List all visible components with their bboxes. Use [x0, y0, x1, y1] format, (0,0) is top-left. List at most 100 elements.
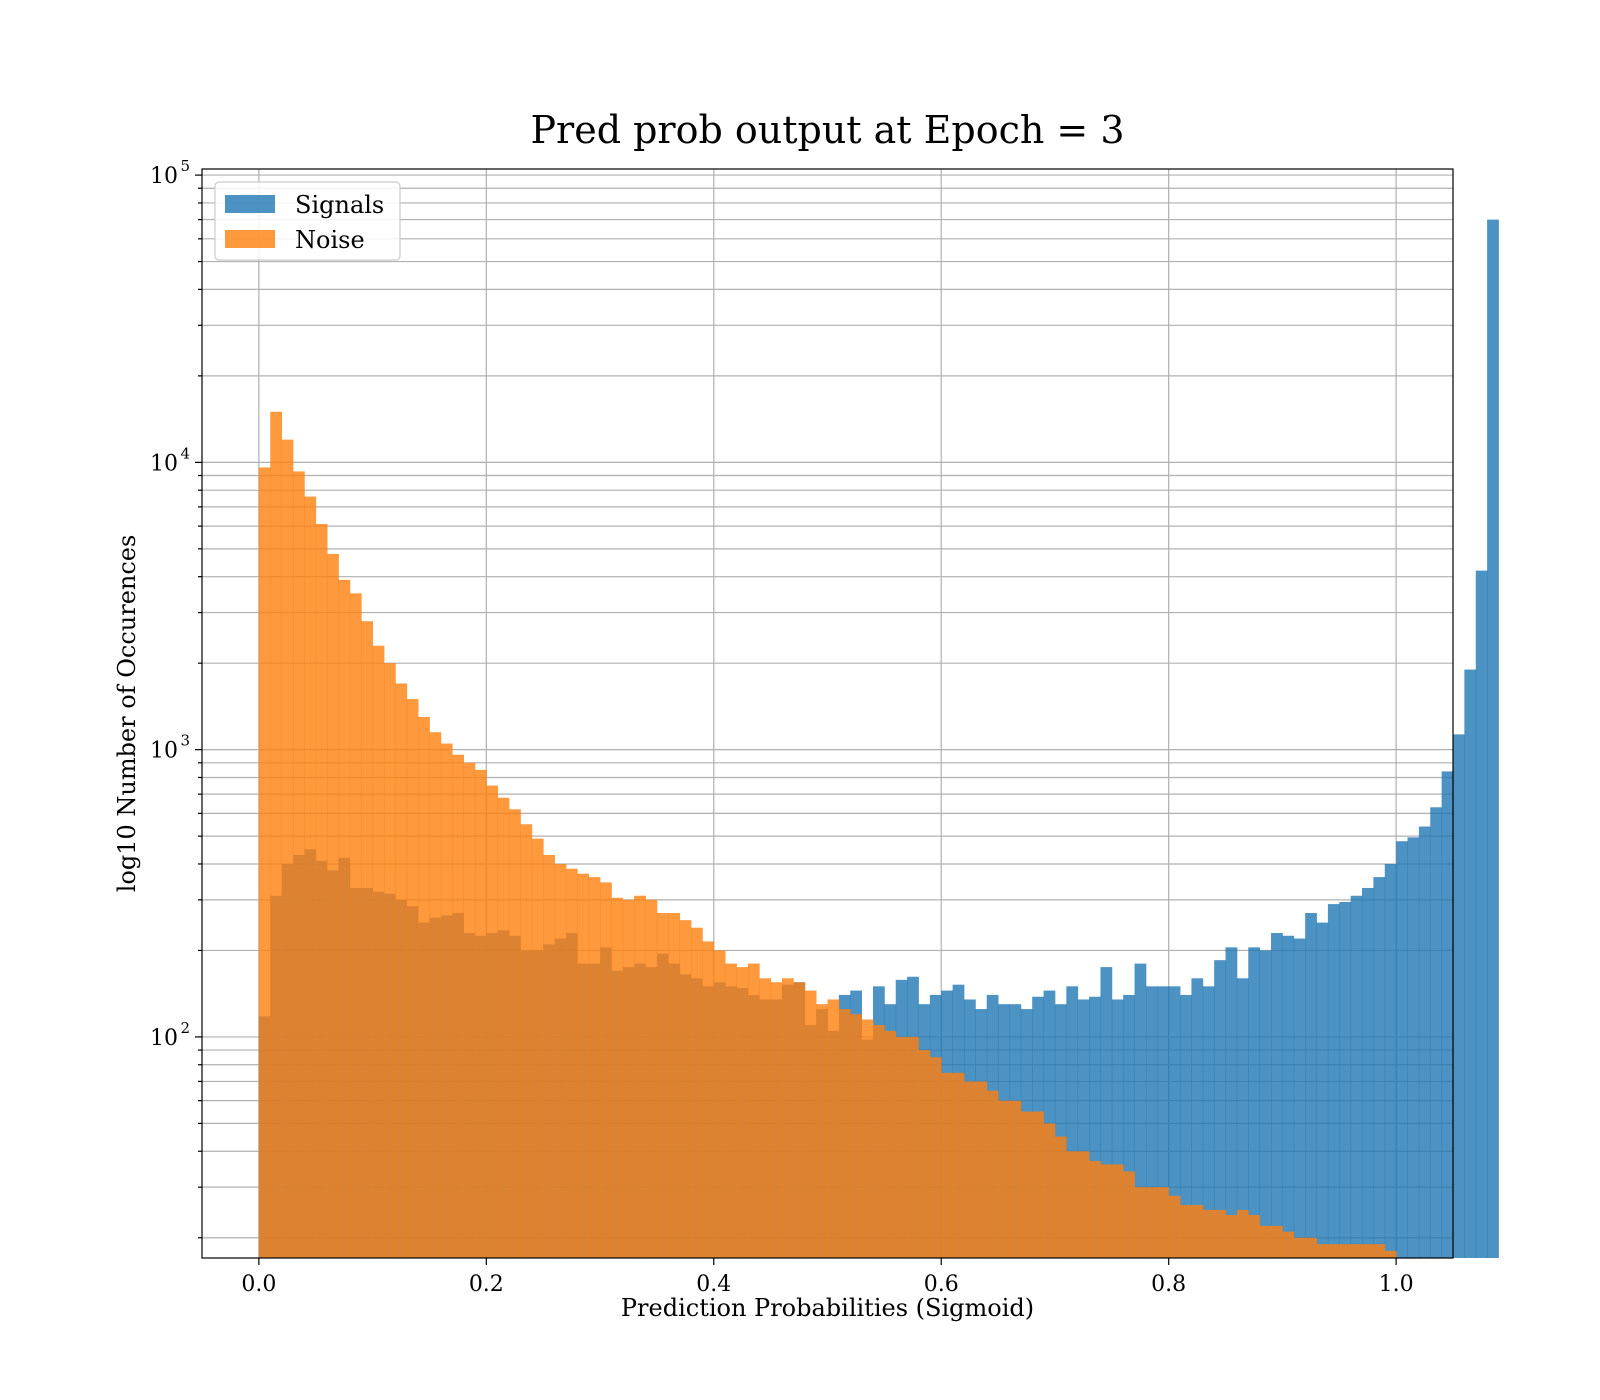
histogram-bar: [1293, 938, 1306, 1258]
histogram-bar: [497, 797, 510, 1258]
histogram-bar: [1202, 1209, 1215, 1258]
histogram-bar: [986, 1090, 999, 1258]
histogram-bar: [1009, 1100, 1022, 1258]
histogram-bar: [1305, 913, 1317, 1258]
histogram-bar: [1327, 1244, 1340, 1258]
histogram-bar: [1054, 1136, 1067, 1258]
histogram-bar: [1191, 1204, 1204, 1258]
legend-swatch-signals: [225, 195, 275, 213]
chart-title: Pred prob output at Epoch = 3: [530, 108, 1124, 152]
histogram-bar: [520, 824, 533, 1258]
histogram-bar: [327, 553, 339, 1258]
histogram-bar: [1271, 1225, 1283, 1258]
histogram-bar: [304, 496, 317, 1258]
histogram-bar: [270, 411, 283, 1258]
x-axis-label: Prediction Probabilities (Sigmoid): [621, 1294, 1034, 1322]
histogram-bar: [918, 1050, 931, 1258]
histogram-bars: [258, 219, 1499, 1259]
histogram-bar: [1134, 963, 1147, 1258]
histogram-bar: [1475, 570, 1488, 1258]
histogram-bar: [452, 754, 464, 1258]
histogram-bar: [1134, 1187, 1147, 1258]
histogram-bar: [1430, 807, 1443, 1258]
histogram-bar: [1407, 837, 1420, 1258]
histogram-bar: [952, 1072, 965, 1258]
histogram-bar: [816, 1004, 828, 1258]
histogram-bar: [1111, 1164, 1124, 1258]
histogram-bar: [565, 868, 578, 1258]
y-axis-label: log10 Number of Occurences: [113, 535, 141, 893]
x-tick-label: 0.0: [241, 1272, 276, 1297]
histogram-bar: [531, 838, 544, 1258]
y-tick-label: 10: [150, 164, 178, 189]
histogram-bar: [1373, 877, 1386, 1258]
histogram-bar: [1100, 1164, 1113, 1258]
histogram-bar: [907, 1036, 919, 1258]
histogram-bar: [543, 854, 555, 1258]
histogram-bar: [713, 950, 726, 1258]
histogram-bar: [588, 877, 601, 1258]
histogram-bar: [349, 593, 362, 1258]
histogram-bar: [1225, 947, 1238, 1258]
histogram-bar: [963, 1081, 976, 1258]
histogram-bar: [679, 920, 692, 1258]
histogram-bar: [1180, 1204, 1192, 1258]
histogram-bar: [1441, 771, 1454, 1258]
histogram-bar: [793, 982, 806, 1258]
y-tick-exponent: 4: [180, 444, 190, 462]
histogram-bar: [1384, 863, 1397, 1258]
histogram-bar: [702, 941, 715, 1258]
histogram-bar: [1202, 986, 1215, 1258]
histogram-bar: [1236, 978, 1249, 1258]
histogram-bar: [1464, 669, 1477, 1258]
histogram-bar: [383, 663, 396, 1258]
histogram-bar: [1145, 986, 1158, 1258]
histogram-bar: [418, 716, 430, 1258]
plot-frame: [201, 168, 1454, 1259]
histogram-bar: [315, 524, 328, 1258]
histogram-bar: [1100, 967, 1113, 1258]
histogram-bar: [429, 732, 442, 1258]
histogram-bar: [1236, 1209, 1249, 1258]
histogram-bar: [1032, 1111, 1044, 1258]
histogram-bar: [1384, 1250, 1397, 1258]
histogram-bar: [725, 963, 737, 1258]
histogram-bar: [1066, 986, 1079, 1258]
histogram-bar: [1396, 841, 1408, 1258]
histogram-bar: [1282, 935, 1295, 1258]
histogram-bar: [1043, 1123, 1056, 1258]
histogram-bar: [998, 1100, 1010, 1258]
histogram-bar: [577, 873, 590, 1258]
x-tick-label: 0.4: [696, 1272, 731, 1297]
histogram-bar: [1077, 999, 1090, 1258]
histogram-bar: [691, 927, 703, 1258]
histogram-bar: [1305, 1237, 1317, 1258]
legend-label-signals: Signals: [295, 191, 384, 219]
histogram-bar: [1350, 1244, 1363, 1258]
histogram-bar: [1020, 1111, 1033, 1258]
histogram-bar: [1168, 986, 1181, 1258]
histogram-bar: [1157, 1187, 1170, 1258]
histogram-bar: [1362, 887, 1374, 1258]
histogram-bar: [395, 683, 408, 1258]
histogram-bar: [1350, 895, 1363, 1258]
histogram-bar: [668, 913, 681, 1258]
histogram-bar: [406, 699, 419, 1258]
histogram-bar: [1077, 1151, 1090, 1258]
histogram-bar: [804, 990, 817, 1258]
y-tick-exponent: 2: [180, 1019, 190, 1037]
histogram-bar: [736, 967, 749, 1258]
x-axis: 0.0 0.2 0.4 0.6 0.8 1.0: [241, 1258, 1414, 1297]
histogram-bar: [1259, 950, 1272, 1258]
histogram-bar: [1089, 996, 1101, 1258]
y-tick-label: 10: [150, 739, 178, 764]
histogram-bar: [372, 645, 385, 1258]
histogram-bar: [929, 1057, 942, 1258]
histogram-bar: [827, 999, 840, 1258]
histogram-bar: [861, 1019, 874, 1258]
histogram-bar: [747, 963, 760, 1258]
histogram-bar: [440, 743, 453, 1258]
x-tick-label: 1.0: [1379, 1272, 1414, 1297]
legend-swatch-noise: [225, 230, 275, 248]
